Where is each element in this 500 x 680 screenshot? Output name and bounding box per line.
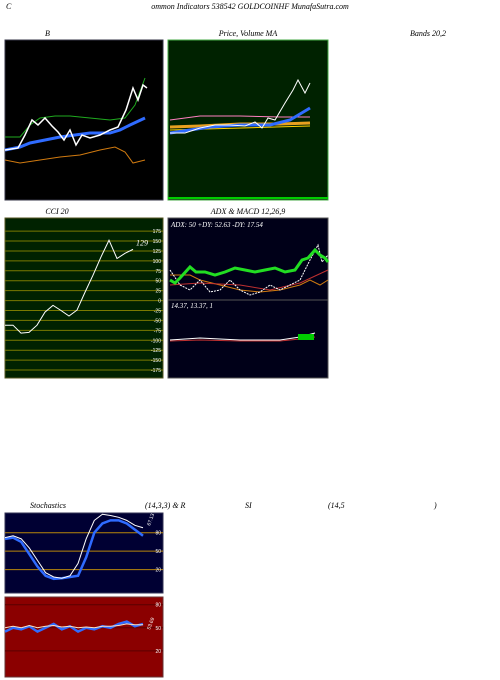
price-lines [168, 78, 328, 199]
panel [4, 596, 164, 678]
y-tick-label: -150 [151, 358, 161, 364]
y-tick-label: -25 [154, 309, 161, 315]
y-tick-label: 100 [153, 259, 162, 265]
y-tick-label: 175 [153, 229, 162, 235]
series-line [5, 239, 134, 334]
panel-title: Stochastics [30, 501, 66, 510]
y-tick-label: 20 [155, 568, 161, 574]
panel-title: ) [433, 501, 437, 510]
series-line [4, 620, 144, 634]
panel-title: Price, Volume MA [218, 29, 278, 38]
adx-lines [168, 243, 330, 342]
annotation: 53.69 [146, 617, 156, 631]
y-tick-label: 80 [155, 531, 161, 537]
bollinger-lines [4, 77, 148, 164]
value-label: 129 [136, 238, 148, 247]
y-tick-label: 125 [153, 249, 162, 255]
y-tick-label: 50 [155, 279, 161, 285]
y-tick-label: 150 [153, 239, 162, 245]
panel-title: SI [245, 501, 252, 510]
panel [4, 512, 164, 594]
y-tick-label: 20 [155, 649, 161, 655]
panel-title: (14,3,3) & R [145, 501, 186, 510]
y-tick-label: 80 [155, 603, 161, 609]
annotation: 67.13 [146, 513, 156, 527]
y-tick-label: -125 [151, 348, 161, 354]
panel [4, 217, 164, 379]
y-tick-label: -100 [151, 338, 161, 344]
panel-title: (14,5 [328, 501, 345, 510]
series-line [4, 623, 143, 629]
y-tick-label: 50 [155, 626, 161, 632]
series-line [4, 519, 144, 581]
y-tick-label: -75 [154, 328, 161, 334]
y-tick-label: -175 [151, 368, 161, 374]
y-tick-label: 75 [155, 269, 161, 275]
y-tick-label: -50 [154, 318, 161, 324]
panel [167, 39, 329, 201]
panel-title: ADX & MACD 12,26,9 [210, 207, 285, 216]
panel-title: Bands 20,2 [410, 29, 446, 38]
header-letter: C [6, 2, 12, 11]
y-tick-label: 25 [155, 289, 161, 295]
y-tick-label: 0 [158, 299, 161, 305]
watermark: MunafaSutra.com [187, 569, 369, 595]
macd-text: 14.37, 13.37, 1 [171, 302, 213, 310]
series-line [4, 513, 144, 579]
y-tick-label: 50 [155, 549, 161, 555]
header: ommon Indicators 538542 GOLDCOINHF Munaf… [151, 2, 349, 11]
adx-text: ADX: 50 +DY: 52.63 -DY: 17.54 [170, 221, 263, 229]
panel [167, 217, 329, 379]
panel-title: CCI 20 [45, 207, 68, 216]
panel-title: B [45, 29, 50, 38]
